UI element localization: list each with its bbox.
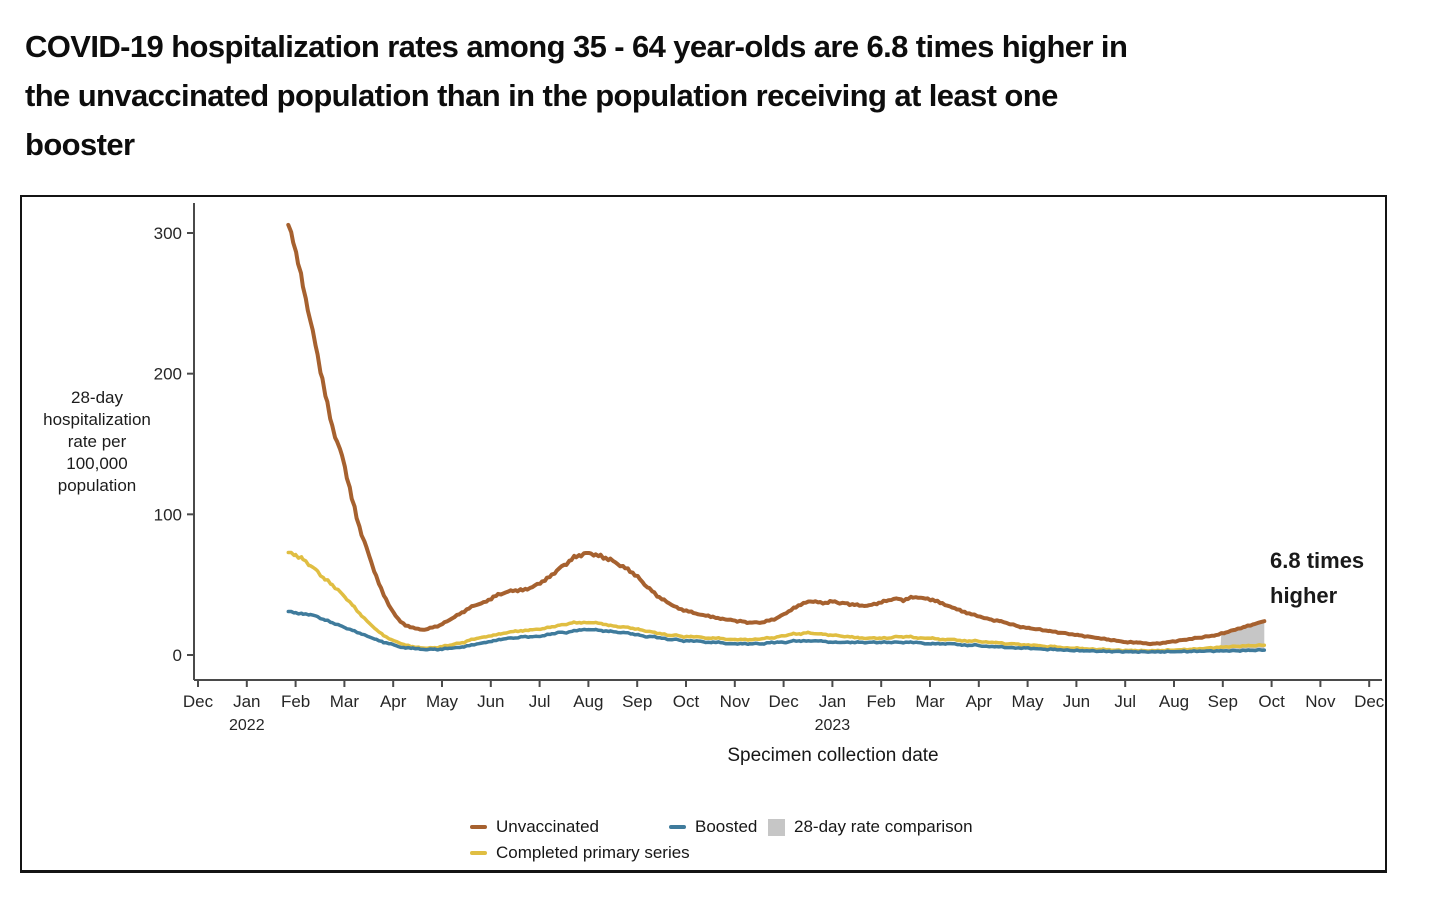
x-tick-label: Dec [768, 692, 799, 711]
x-tick-label: May [1012, 692, 1045, 711]
x-tick-label: Sep [622, 692, 652, 711]
legend-label-completed: Completed primary series [496, 843, 690, 862]
x-tick-label: Feb [281, 692, 310, 711]
x-tick-label: Feb [867, 692, 896, 711]
x-tick-label: Aug [1159, 692, 1189, 711]
x-tick-label: Oct [673, 692, 700, 711]
x-tick-label: Oct [1258, 692, 1285, 711]
year-label: 2022 [229, 717, 265, 734]
x-tick-label: Dec [183, 692, 214, 711]
x-tick-label: Jul [1114, 692, 1136, 711]
series-line-unvaccinated [286, 222, 1267, 647]
y-tick-label: 0 [173, 646, 182, 665]
legend-item-boosted: Boosted [669, 817, 757, 837]
legend-item-unvaccinated: Unvaccinated [470, 817, 599, 837]
chart-canvas: 0 100 200 300 Dec Jan 2022 Feb Mar Apr May Jun Jul Au… [154, 203, 1385, 734]
series-line-completed-primary-series [286, 550, 1267, 653]
unvaccinated-line-swatch-icon [470, 825, 487, 829]
x-tick-label: May [426, 692, 459, 711]
x-tick-label: Dec [1354, 692, 1385, 711]
legend-label-boosted: Boosted [695, 817, 758, 836]
x-axis-title: Specimen collection date [727, 745, 939, 766]
ratio-annotation: 6.8 times higher [1270, 548, 1365, 608]
x-tick-label: Jun [1063, 692, 1090, 711]
rate-comparison-swatch-icon [768, 818, 785, 836]
y-tick-label: 200 [154, 365, 182, 384]
y-axis-label: 28-day hospitalization rate per 100,000 … [43, 388, 151, 495]
x-tick-label: Mar [330, 692, 360, 711]
x-tick-label: Jan [233, 692, 260, 711]
x-tick-label: Sep [1208, 692, 1238, 711]
x-tick-label: Nov [1305, 692, 1336, 711]
series-line-boosted [286, 609, 1267, 655]
y-tick-label: 100 [154, 505, 182, 524]
x-tick-label: Apr [966, 692, 993, 711]
chart-container: 28-day hospitalization rate per 100,000 … [20, 195, 1387, 873]
x-tick-label: Mar [915, 692, 945, 711]
x-tick-label: Jun [477, 692, 504, 711]
y-tick-label: 300 [154, 224, 182, 243]
page-title: COVID-19 hospitalization rates among 35 … [25, 29, 1128, 162]
completed-line-swatch-icon [470, 851, 487, 855]
legend-label-comparison: 28-day rate comparison [794, 817, 973, 836]
x-tick-label: Aug [573, 692, 603, 711]
legend-label-unvaccinated: Unvaccinated [496, 817, 600, 836]
legend-item-completed-primary-series: Completed primary series [470, 843, 690, 863]
x-tick-label: Apr [380, 692, 407, 711]
legend-item-rate-comparison: 28-day rate comparison [768, 817, 973, 837]
year-label: 2023 [815, 717, 851, 734]
x-tick-label: Jan [819, 692, 846, 711]
rate-comparison-shaded-region [1220, 621, 1265, 652]
x-tick-label: Jul [529, 692, 551, 711]
x-tick-label: Nov [720, 692, 751, 711]
boosted-line-swatch-icon [669, 825, 686, 829]
